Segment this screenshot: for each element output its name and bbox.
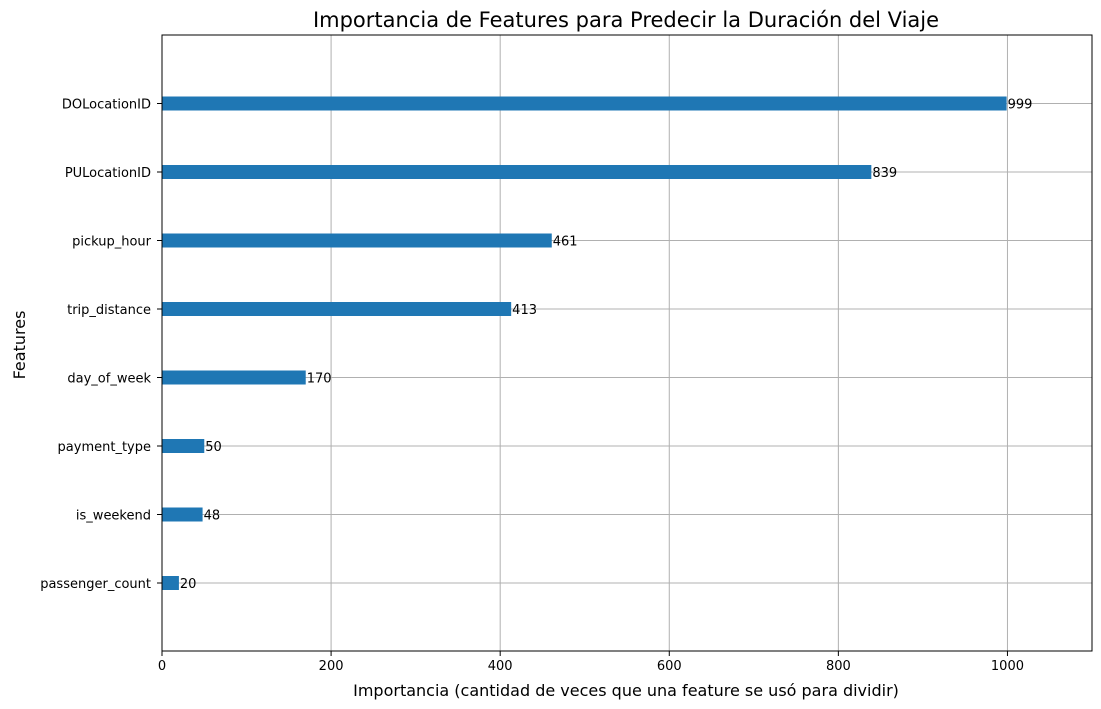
y-tick-label: pickup_hour xyxy=(72,235,152,250)
y-axis-label: Features xyxy=(10,311,29,380)
y-tick-label: is_weekend xyxy=(76,509,151,524)
x-tick-label: 1000 xyxy=(991,659,1024,674)
x-tick-label: 200 xyxy=(319,659,344,674)
y-ticks: DOLocationID PULocationID pickup_hour trip_… xyxy=(40,98,162,593)
bar xyxy=(162,165,871,179)
bar xyxy=(162,234,552,248)
plot-frame xyxy=(162,35,1092,651)
data-label: 999 xyxy=(1008,98,1033,113)
x-tick-label: 0 xyxy=(158,659,166,674)
data-label: 413 xyxy=(512,303,537,318)
data-label: 48 xyxy=(204,509,221,524)
y-tick-label: passenger_count xyxy=(40,577,151,592)
x-axis-label: Importancia (cantidad de veces que una f… xyxy=(353,681,899,700)
data-label: 20 xyxy=(180,577,197,592)
x-tick-label: 400 xyxy=(488,659,513,674)
bars-group: 999 839 461 413 170 50 48 20 xyxy=(162,97,1032,593)
x-tick-label: 800 xyxy=(826,659,851,674)
data-label: 461 xyxy=(553,235,578,250)
y-tick-label: trip_distance xyxy=(67,303,151,318)
y-tick-label: DOLocationID xyxy=(62,98,151,113)
data-label: 170 xyxy=(307,372,332,387)
bar xyxy=(162,439,204,453)
bar xyxy=(162,576,179,590)
y-tick-label: payment_type xyxy=(58,440,151,455)
x-ticks: 0 200 400 600 800 1000 xyxy=(158,651,1024,674)
chart-title: Importancia de Features para Predecir la… xyxy=(313,8,939,32)
bar xyxy=(162,302,511,316)
y-tick-label: day_of_week xyxy=(67,372,151,387)
data-label: 50 xyxy=(205,440,222,455)
bar xyxy=(162,371,306,385)
x-tick-label: 600 xyxy=(657,659,682,674)
y-tick-label: PULocationID xyxy=(65,166,151,181)
bar xyxy=(162,97,1007,111)
data-label: 839 xyxy=(872,166,897,181)
grid-lines xyxy=(162,35,1092,651)
bar xyxy=(162,508,203,522)
